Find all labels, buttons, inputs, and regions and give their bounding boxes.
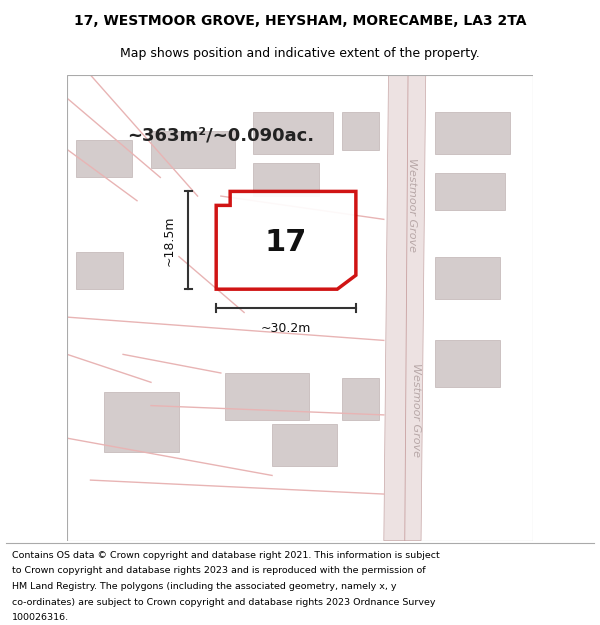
Polygon shape <box>216 191 356 289</box>
Text: to Crown copyright and database rights 2023 and is reproduced with the permissio: to Crown copyright and database rights 2… <box>12 566 425 576</box>
Text: HM Land Registry. The polygons (including the associated geometry, namely x, y: HM Land Registry. The polygons (includin… <box>12 582 397 591</box>
Polygon shape <box>384 75 426 541</box>
Text: ~18.5m: ~18.5m <box>163 215 176 266</box>
Text: Map shows position and indicative extent of the property.: Map shows position and indicative extent… <box>120 48 480 61</box>
Text: Contains OS data © Crown copyright and database right 2021. This information is : Contains OS data © Crown copyright and d… <box>12 551 440 560</box>
Text: 17, WESTMOOR GROVE, HEYSHAM, MORECAMBE, LA3 2TA: 17, WESTMOOR GROVE, HEYSHAM, MORECAMBE, … <box>74 14 526 28</box>
Polygon shape <box>76 252 123 289</box>
Text: 100026316.: 100026316. <box>12 613 69 622</box>
Text: Westmoor Grove: Westmoor Grove <box>407 158 417 252</box>
Polygon shape <box>342 112 379 149</box>
Polygon shape <box>272 424 337 466</box>
Polygon shape <box>226 373 310 419</box>
Polygon shape <box>104 392 179 452</box>
Polygon shape <box>435 173 505 210</box>
Text: ~363m²/~0.090ac.: ~363m²/~0.090ac. <box>127 126 314 144</box>
Text: 17: 17 <box>265 228 307 257</box>
Polygon shape <box>76 140 133 177</box>
Polygon shape <box>342 378 379 419</box>
Polygon shape <box>151 131 235 168</box>
Polygon shape <box>253 112 332 154</box>
Text: Westmoor Grove: Westmoor Grove <box>412 363 421 458</box>
Polygon shape <box>435 341 500 387</box>
Text: ~30.2m: ~30.2m <box>261 322 311 335</box>
Text: co-ordinates) are subject to Crown copyright and database rights 2023 Ordnance S: co-ordinates) are subject to Crown copyr… <box>12 598 436 607</box>
Polygon shape <box>435 112 509 154</box>
Polygon shape <box>435 257 500 299</box>
Polygon shape <box>253 164 319 196</box>
